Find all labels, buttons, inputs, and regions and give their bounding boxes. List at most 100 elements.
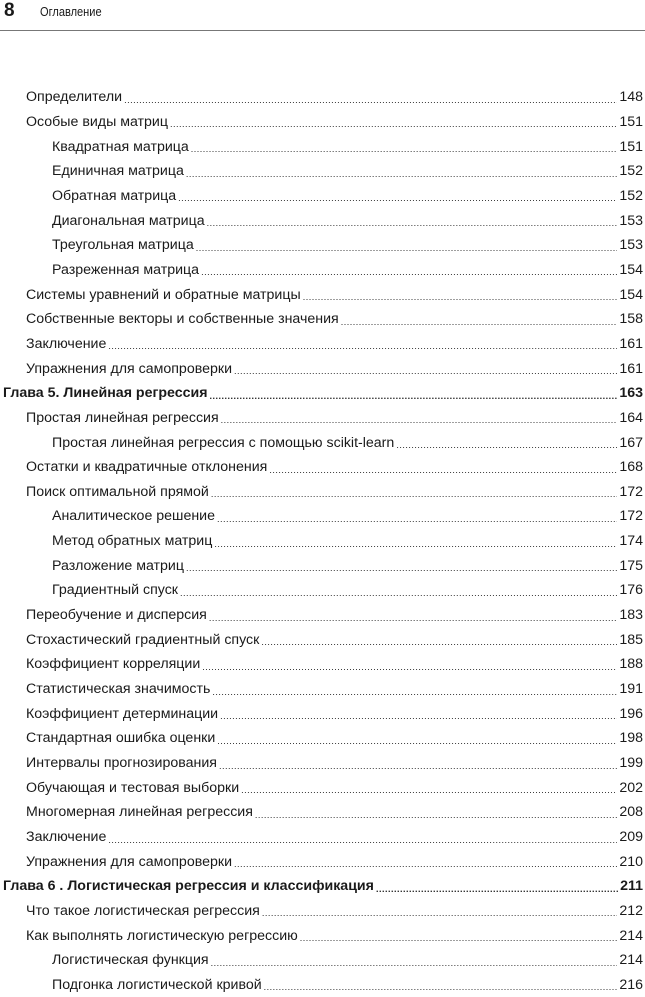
toc-entry[interactable]: Стандартная ошибка оценки 198 (0, 726, 643, 751)
toc-entry-page: 196 (619, 705, 643, 722)
toc-entry[interactable]: Системы уравнений и обратные матрицы 154 (0, 282, 643, 307)
toc-entry-title: Упражнения для самопроверки (26, 853, 233, 870)
toc-entry[interactable]: Определители 148 (0, 85, 643, 110)
toc-entry-page: 172 (619, 508, 643, 525)
toc-entry-title: Заключение (26, 335, 107, 352)
dot-leader (124, 90, 617, 105)
table-of-contents: Определители148 Особые виды матриц 151 Квад… (0, 85, 643, 997)
toc-entry-title: Заключение (26, 829, 107, 846)
toc-chapter[interactable]: Глава 6 . Логистическая регрессия и клас… (0, 874, 643, 899)
toc-entry[interactable]: Остатки и квадратичные отклонения 168 (0, 455, 643, 480)
toc-entry[interactable]: Разреженная матрица 154 (0, 258, 643, 283)
toc-entry-page: 158 (619, 311, 643, 328)
toc-entry[interactable]: Как выполнять логистическую регрессию 214 (0, 923, 643, 948)
toc-entry[interactable]: Собственные векторы и собственные значен… (0, 307, 643, 332)
toc-entry[interactable]: Аналитическое решение 172 (0, 504, 643, 529)
dot-leader (180, 583, 617, 598)
toc-entry-page: 208 (619, 804, 643, 821)
toc-entry[interactable]: Подгонка логистической кривой 216 (0, 973, 643, 997)
toc-entry[interactable]: Градиентный спуск 176 (0, 578, 643, 603)
toc-entry[interactable]: Квадратная матрица 151 (0, 134, 643, 159)
toc-entry-title: Разложение матриц (52, 557, 184, 574)
toc-entry-title: Многомерная линейная регрессия (26, 804, 253, 821)
dot-leader (219, 756, 617, 771)
toc-entry[interactable]: Поиск оптимальной прямой 172 (0, 480, 643, 505)
dot-leader (207, 213, 618, 228)
dot-leader (221, 410, 618, 425)
toc-entry[interactable]: Многомерная линейная регрессия 208 (0, 800, 643, 825)
dot-leader (261, 632, 617, 647)
toc-entry[interactable]: Заключение 209 (0, 825, 643, 850)
dot-leader (217, 731, 617, 746)
toc-entry-page: 151 (619, 113, 643, 130)
toc-entry-title: Стохастический градиентный спуск (26, 631, 260, 648)
toc-entry-page: 168 (619, 459, 643, 476)
toc-entry[interactable]: Коэффициент корреляции 188 (0, 652, 643, 677)
dot-leader (212, 682, 617, 697)
toc-entry[interactable]: Интервалы прогнозирования 199 (0, 751, 643, 776)
toc-entry-title: Обучающая и тестовая выборки (26, 779, 240, 796)
dot-leader (255, 805, 617, 820)
toc-entry-title: Определители (26, 89, 123, 106)
toc-entry-page: 216 (619, 976, 643, 993)
toc-entry[interactable]: Треугольная матрица 153 (0, 233, 643, 258)
toc-entry[interactable]: Метод обратных матриц 174 (0, 529, 643, 554)
toc-entry[interactable]: Заключение 161 (0, 332, 643, 357)
toc-chapter[interactable]: Глава 5. Линейная регрессия 163 (0, 381, 643, 406)
dot-leader (191, 139, 618, 154)
dot-leader (376, 879, 618, 894)
toc-entry[interactable]: Особые виды матриц 151 (0, 110, 643, 135)
toc-entry-title: Что такое логистическая регрессия (26, 902, 260, 919)
toc-entry[interactable]: Коэффициент детерминации 196 (0, 701, 643, 726)
dot-leader (241, 780, 617, 795)
toc-entry[interactable]: Что такое логистическая регрессия 212 (0, 899, 643, 924)
toc-entry[interactable]: Переобучение и дисперсия 183 (0, 603, 643, 628)
toc-entry-title: Как выполнять логистическую регрессию (26, 927, 298, 944)
toc-entry[interactable]: Диагональная матрица 153 (0, 208, 643, 233)
toc-entry-title: Поиск оптимальной прямой (26, 483, 209, 500)
toc-entry[interactable]: Разложение матриц 175 (0, 553, 643, 578)
toc-entry-title: Единичная матрица (52, 163, 184, 180)
toc-entry[interactable]: Обратная матрица 152 (0, 184, 643, 209)
toc-entry-title: Треугольная матрица (52, 237, 194, 254)
toc-entry-page: 199 (619, 755, 643, 772)
running-title: Оглавление (40, 4, 102, 19)
dot-leader (269, 460, 617, 475)
dot-leader (234, 854, 617, 869)
toc-entry[interactable]: Логистическая функция 214 (0, 948, 643, 973)
toc-entry-page: 209 (619, 829, 643, 846)
toc-entry[interactable]: Упражнения для самопроверки 161 (0, 356, 643, 381)
toc-entry-page: 183 (619, 607, 643, 624)
toc-entry-title: Коэффициент детерминации (26, 705, 219, 722)
toc-entry[interactable]: Единичная матрица 152 (0, 159, 643, 184)
toc-entry-title: Глава 6 . Логистическая регрессия и клас… (3, 878, 374, 895)
toc-entry[interactable]: Упражнения для самопроверки 210 (0, 849, 643, 874)
toc-entry-title: Переобучение и дисперсия (26, 607, 207, 624)
toc-entry-page: 152 (619, 163, 643, 180)
toc-entry-page: 188 (619, 656, 643, 673)
toc-entry-title: Диагональная матрица (52, 212, 205, 229)
dot-leader (234, 361, 617, 376)
toc-entry-title: Особые виды матриц (26, 113, 168, 130)
dot-leader (108, 830, 617, 845)
toc-entry-page: 174 (619, 533, 643, 550)
toc-entry-page: 172 (619, 483, 643, 500)
dot-leader (178, 188, 617, 203)
header-rule (0, 30, 645, 31)
toc-entry-page: 211 (620, 878, 643, 895)
toc-entry-page: 161 (619, 335, 643, 352)
dot-leader (211, 953, 618, 968)
toc-entry[interactable]: Простая линейная регрессия с помощью sci… (0, 430, 643, 455)
toc-entry[interactable]: Статистическая значимость 191 (0, 677, 643, 702)
toc-entry-page: 214 (619, 952, 643, 969)
toc-entry-page: 164 (619, 409, 643, 426)
toc-entry[interactable]: Обучающая и тестовая выборки 202 (0, 775, 643, 800)
toc-entry[interactable]: Стохастический градиентный спуск 185 (0, 627, 643, 652)
toc-entry[interactable]: Простая линейная регрессия 164 (0, 406, 643, 431)
dot-leader (210, 386, 618, 401)
toc-entry-page: 214 (619, 927, 643, 944)
dot-leader (108, 336, 617, 351)
toc-entry-title: Стандартная ошибка оценки (26, 730, 216, 747)
toc-entry-page: 161 (619, 360, 643, 377)
toc-entry-title: Остатки и квадратичные отклонения (26, 459, 268, 476)
